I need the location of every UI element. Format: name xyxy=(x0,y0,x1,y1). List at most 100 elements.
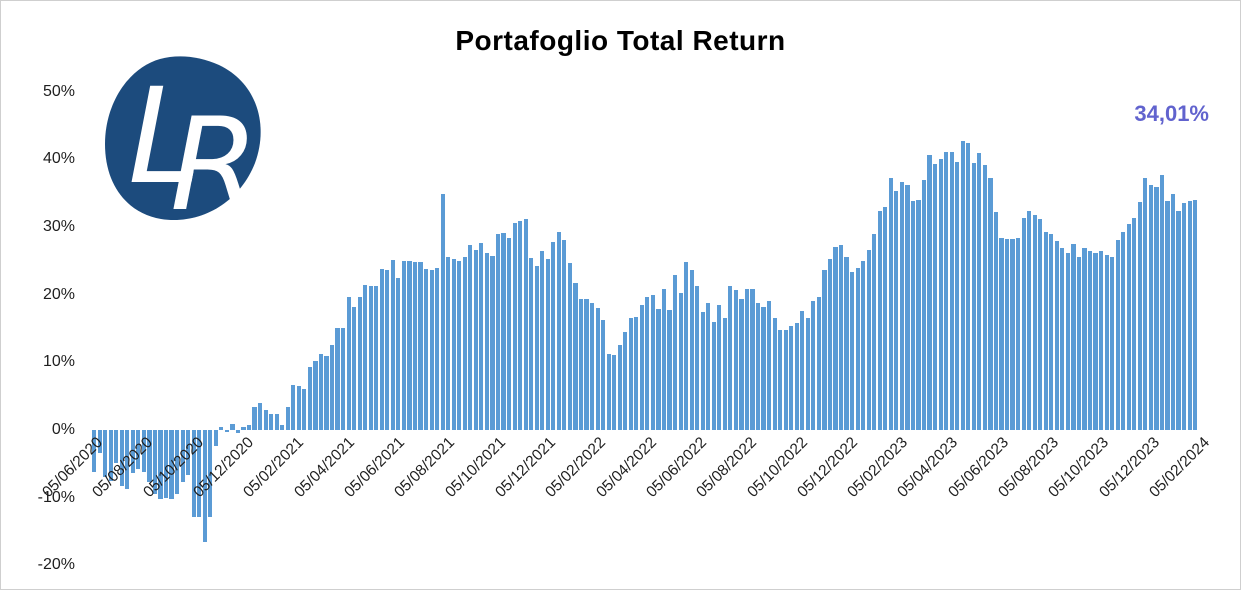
bar xyxy=(257,402,263,430)
bar xyxy=(1176,210,1181,430)
lr-logo-letter-r: R xyxy=(170,91,259,224)
bar xyxy=(285,406,290,430)
bar xyxy=(833,247,838,430)
bar xyxy=(274,414,279,430)
bar xyxy=(944,151,949,430)
bar xyxy=(1016,238,1021,430)
bar xyxy=(175,430,180,495)
bar xyxy=(767,301,772,430)
bar xyxy=(800,310,805,430)
bar xyxy=(1115,239,1120,430)
bar xyxy=(672,274,678,430)
bar xyxy=(313,360,318,430)
chart-title: Portafoglio Total Return xyxy=(455,25,786,56)
bar xyxy=(733,289,739,430)
bar xyxy=(158,430,163,500)
bar xyxy=(318,354,324,430)
bar xyxy=(241,426,246,430)
bar xyxy=(291,385,296,430)
bar xyxy=(374,285,379,430)
bar xyxy=(816,296,821,430)
bar xyxy=(191,430,196,518)
bar xyxy=(518,221,523,430)
bar xyxy=(180,430,185,483)
bar xyxy=(634,316,639,430)
bar xyxy=(761,306,766,430)
bar xyxy=(933,163,938,430)
bar xyxy=(1032,215,1037,430)
bar xyxy=(1148,184,1153,430)
bar xyxy=(401,261,407,430)
bar xyxy=(778,329,783,430)
bar xyxy=(567,263,573,430)
bar xyxy=(186,430,191,476)
bar xyxy=(993,212,999,430)
bar xyxy=(246,424,252,430)
bar xyxy=(136,430,141,469)
bar xyxy=(329,344,335,430)
bar xyxy=(678,293,683,430)
y-tick-label: -10% xyxy=(37,488,75,506)
bar xyxy=(97,430,102,454)
bar xyxy=(390,260,395,430)
bar xyxy=(451,258,456,430)
bar xyxy=(296,386,301,430)
bar xyxy=(1099,250,1104,430)
bar xyxy=(125,430,130,489)
bar xyxy=(435,267,440,430)
bar xyxy=(684,262,689,430)
bar xyxy=(385,269,390,430)
bar xyxy=(534,266,539,430)
lr-logo: L R xyxy=(105,56,261,224)
bar xyxy=(750,288,755,430)
bar xyxy=(1065,253,1070,430)
bar xyxy=(163,430,169,498)
bar xyxy=(197,430,202,518)
bar xyxy=(728,285,733,430)
bar xyxy=(562,240,567,430)
bar xyxy=(108,430,113,481)
bar xyxy=(573,283,578,430)
bar xyxy=(551,241,556,430)
bar xyxy=(584,298,589,430)
bar xyxy=(883,206,888,430)
bar xyxy=(152,430,158,494)
y-tick-label: 50% xyxy=(42,82,75,100)
bar xyxy=(645,297,650,430)
bar xyxy=(103,430,108,478)
bar xyxy=(910,200,916,430)
bar xyxy=(169,430,174,500)
bar xyxy=(357,297,362,430)
bar xyxy=(1027,210,1032,430)
bar xyxy=(844,257,849,430)
bar xyxy=(440,193,445,430)
bar xyxy=(1076,257,1082,430)
bar xyxy=(1104,254,1109,430)
bar xyxy=(794,323,799,430)
bar xyxy=(601,320,606,430)
final-return-annotation: 34,01% xyxy=(1134,101,1209,126)
bar xyxy=(1071,243,1076,430)
bar xyxy=(623,331,628,430)
bar xyxy=(556,231,561,430)
bar xyxy=(302,388,307,430)
bar xyxy=(877,210,882,430)
bar xyxy=(695,286,700,430)
bar xyxy=(119,430,124,486)
bar xyxy=(523,219,528,430)
bar xyxy=(1060,247,1065,430)
bar xyxy=(1021,218,1026,430)
bar xyxy=(988,178,993,430)
bar xyxy=(667,310,672,430)
bar xyxy=(545,258,550,430)
y-tick-label: 30% xyxy=(42,217,75,235)
bar xyxy=(595,308,600,430)
bar xyxy=(130,430,135,474)
bar xyxy=(1159,175,1165,430)
bar xyxy=(506,238,512,430)
bar xyxy=(811,300,816,430)
bar xyxy=(340,327,346,430)
bar xyxy=(650,294,656,430)
